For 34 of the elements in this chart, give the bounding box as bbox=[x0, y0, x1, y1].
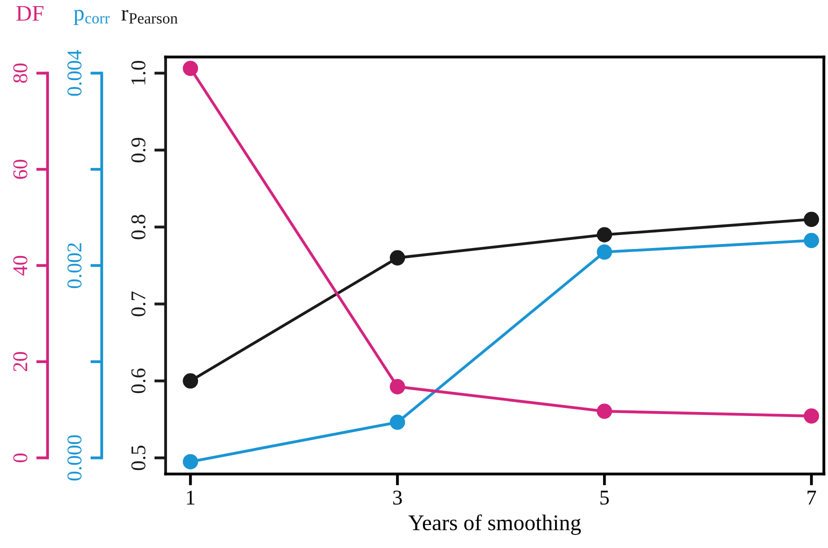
y-tick-label: 0.5 bbox=[131, 446, 146, 470]
point bbox=[804, 212, 820, 227]
y-tick-label: 0.7 bbox=[131, 292, 146, 316]
y-axis-title: r$_{Pearson}$ bbox=[121, 10, 178, 24]
point bbox=[596, 404, 612, 419]
y2-tick-label: 0.000 bbox=[67, 435, 82, 481]
point bbox=[804, 408, 820, 424]
y2-tick-label: 0.004 bbox=[67, 50, 82, 96]
x-tick-label: 7 bbox=[808, 490, 816, 504]
y-tick-label: 0.8 bbox=[131, 214, 146, 240]
y3-tick-label: 0 bbox=[13, 453, 28, 462]
point bbox=[182, 454, 198, 470]
point bbox=[390, 414, 406, 430]
point bbox=[596, 227, 612, 242]
y3-axis-title: DF bbox=[16, 6, 44, 21]
point bbox=[390, 379, 406, 394]
x-axis-title: Years of smoothing bbox=[408, 514, 581, 535]
point bbox=[804, 232, 820, 248]
y3-tick-label: 40 bbox=[13, 256, 28, 276]
y3-tick-label: 80 bbox=[13, 64, 28, 83]
y3-tick-label: 20 bbox=[13, 352, 28, 372]
y2-tick-label: 0.002 bbox=[67, 243, 82, 288]
y-tick-label: 1.0 bbox=[131, 60, 146, 84]
y3-tick-label: 60 bbox=[13, 160, 28, 179]
point bbox=[390, 250, 406, 266]
point bbox=[182, 60, 198, 76]
y-tick-label: 0.9 bbox=[131, 138, 146, 162]
y-tick-label: 0.6 bbox=[131, 368, 146, 394]
x-tick-label: 5 bbox=[600, 490, 609, 505]
x-tick-label: 3 bbox=[393, 490, 402, 505]
y2-axis-title: p$_{corr}$ bbox=[74, 10, 110, 26]
point bbox=[596, 244, 612, 260]
x-tick-label: 1 bbox=[187, 490, 194, 504]
point bbox=[182, 373, 198, 389]
